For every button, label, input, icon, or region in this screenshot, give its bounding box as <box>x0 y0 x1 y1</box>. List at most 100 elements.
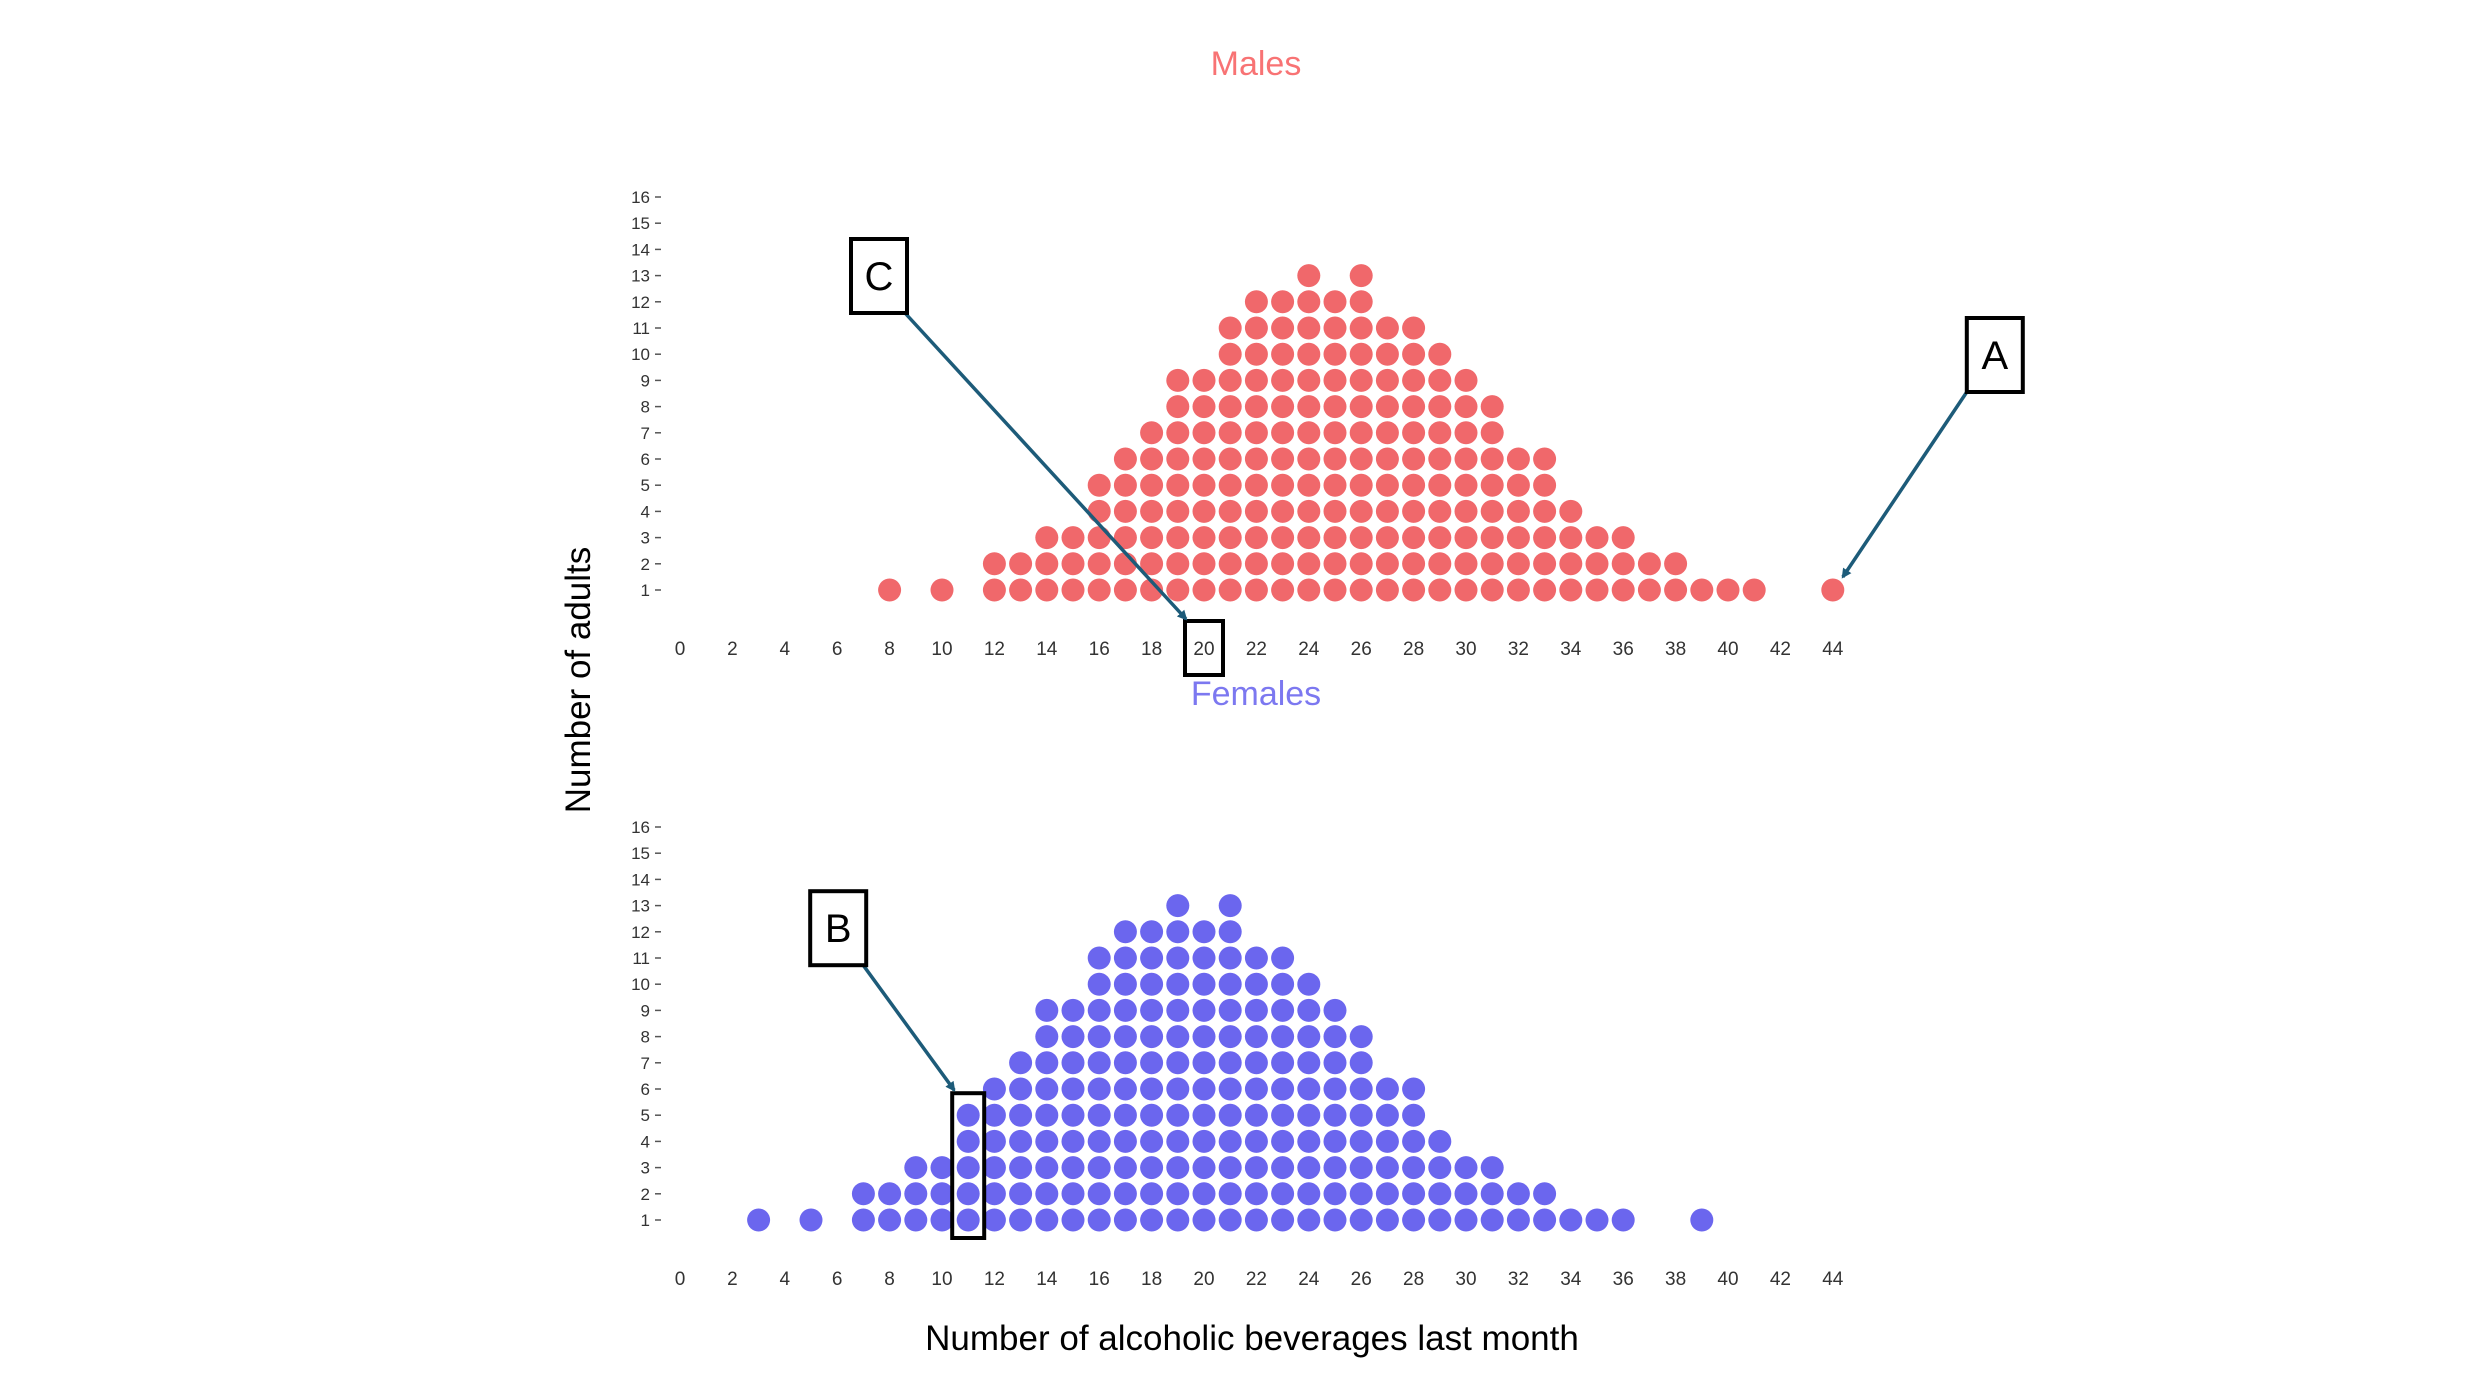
data-dot <box>982 1156 1006 1180</box>
data-dot <box>1140 447 1164 471</box>
data-dot <box>1113 1103 1137 1127</box>
data-dot <box>1480 1156 1504 1180</box>
data-dot <box>1323 342 1347 366</box>
data-dot <box>982 1208 1006 1232</box>
data-dot <box>1454 447 1478 471</box>
data-dot <box>1140 946 1164 970</box>
data-dot <box>1087 998 1111 1022</box>
data-dot <box>1113 1182 1137 1206</box>
panel-title: Males <box>1211 45 1302 83</box>
data-dot <box>1192 1103 1216 1127</box>
data-dot <box>1375 552 1399 576</box>
data-dot <box>1035 1025 1059 1049</box>
data-dot <box>1480 447 1504 471</box>
data-dot <box>1402 447 1426 471</box>
data-dot <box>956 1208 980 1232</box>
data-dot <box>1061 1051 1085 1075</box>
callout-letter: B <box>825 907 852 951</box>
data-dot <box>1375 342 1399 366</box>
data-dot <box>1166 526 1190 550</box>
data-dot <box>1271 368 1295 392</box>
x-tick-label: 24 <box>1298 639 1320 660</box>
data-dot <box>1166 368 1190 392</box>
data-dot <box>1192 946 1216 970</box>
data-dot <box>1113 998 1137 1022</box>
y-tick-label: 15 <box>631 214 650 233</box>
data-dot <box>1218 1129 1242 1153</box>
data-dot <box>1559 526 1583 550</box>
data-dot <box>1297 447 1321 471</box>
data-dot <box>1402 1182 1426 1206</box>
data-dot <box>982 578 1006 602</box>
data-dot <box>1166 920 1190 944</box>
data-dot <box>1349 290 1373 314</box>
data-dot <box>1271 290 1295 314</box>
data-dot <box>1402 499 1426 523</box>
data-dot <box>1166 499 1190 523</box>
data-dot <box>1244 1077 1268 1101</box>
data-dot <box>1297 552 1321 576</box>
data-dot <box>1402 316 1426 340</box>
data-dot <box>1140 972 1164 996</box>
y-tick-label: 2 <box>641 1185 650 1204</box>
data-dot <box>1349 421 1373 445</box>
data-dot <box>1218 1103 1242 1127</box>
callout-arrow <box>861 964 956 1092</box>
data-dot <box>1244 1182 1268 1206</box>
data-dot <box>1480 499 1504 523</box>
callout-letter: A <box>1981 334 2008 378</box>
data-dot <box>1271 946 1295 970</box>
y-tick-label: 9 <box>641 1001 650 1020</box>
data-dot <box>1218 894 1242 918</box>
data-dot <box>1009 1208 1033 1232</box>
panel-title: Females <box>1191 675 1321 713</box>
callout-letter: C <box>865 255 894 299</box>
callout-box <box>1964 316 2025 394</box>
data-dot <box>1506 473 1530 497</box>
data-dot <box>1113 447 1137 471</box>
data-dot <box>1402 1077 1426 1101</box>
data-dot <box>1533 499 1557 523</box>
data-dot <box>904 1156 928 1180</box>
data-dot <box>1140 1208 1164 1232</box>
data-dot <box>1323 290 1347 314</box>
y-tick-label: 10 <box>631 345 650 364</box>
data-dot <box>1402 421 1426 445</box>
data-dot <box>1323 368 1347 392</box>
data-dot <box>1297 1025 1321 1049</box>
data-dot <box>1637 552 1661 576</box>
data-dot <box>1218 447 1242 471</box>
data-dot <box>1297 499 1321 523</box>
data-dot <box>1349 395 1373 419</box>
data-dot <box>1428 526 1452 550</box>
data-dot <box>1271 395 1295 419</box>
data-dot <box>1297 1129 1321 1153</box>
data-dot <box>1349 1051 1373 1075</box>
data-dot <box>1009 552 1033 576</box>
y-tick-label: 15 <box>631 844 650 863</box>
data-dot <box>1244 473 1268 497</box>
data-dot <box>1244 1103 1268 1127</box>
data-dot <box>1402 1156 1426 1180</box>
data-dot <box>1244 552 1268 576</box>
data-dot <box>1113 1025 1137 1049</box>
data-dot <box>1218 421 1242 445</box>
data-dot <box>1192 1182 1216 1206</box>
data-dot <box>1375 1182 1399 1206</box>
data-dot <box>1061 552 1085 576</box>
x-tick-label: 38 <box>1665 1269 1686 1290</box>
data-dot <box>1480 578 1504 602</box>
x-tick-label: 42 <box>1770 639 1791 660</box>
data-dot <box>1192 552 1216 576</box>
data-dot <box>1559 578 1583 602</box>
data-dot <box>1559 552 1583 576</box>
data-dot <box>1192 447 1216 471</box>
data-dot <box>1559 499 1583 523</box>
data-dot <box>1480 473 1504 497</box>
y-tick-label: 11 <box>632 319 650 338</box>
callout-arrow <box>903 311 1188 621</box>
data-dot <box>1113 1051 1137 1075</box>
data-dot <box>1611 552 1635 576</box>
x-tick-label: 14 <box>1036 1269 1058 1290</box>
data-dot <box>1454 1156 1478 1180</box>
